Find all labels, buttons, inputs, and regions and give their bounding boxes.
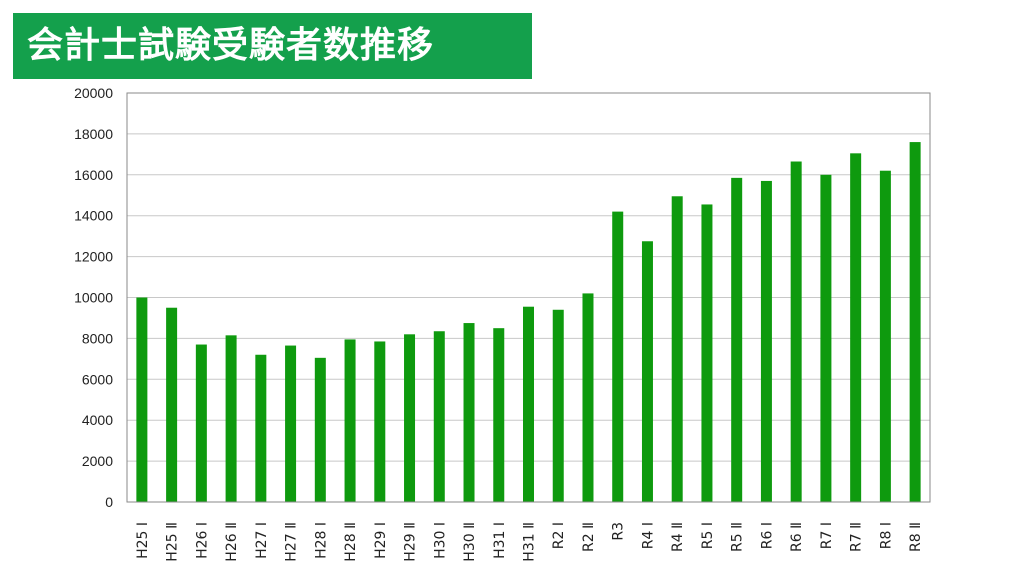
x-tick-label: R4 Ⅱ xyxy=(670,522,686,552)
x-tick-label: R2 Ⅰ xyxy=(551,522,567,549)
chart-title: 会計士試験受験者数推移 xyxy=(27,25,435,66)
x-tick-label: H30 Ⅰ xyxy=(432,522,448,559)
x-tick-label: R3 xyxy=(611,522,627,541)
y-tick-label: 10000 xyxy=(74,290,113,306)
x-tick-label: R7 Ⅱ xyxy=(849,522,865,552)
y-tick-label: 4000 xyxy=(82,412,113,428)
bar xyxy=(760,180,772,502)
y-axis-ticks: 0 2000 4000 6000 8000 10000 12000 14000 16000 180… xyxy=(74,85,113,510)
x-tick-label: H26 Ⅰ xyxy=(194,522,210,559)
x-tick-label: R7 Ⅰ xyxy=(819,522,835,549)
x-tick-label: R6 Ⅱ xyxy=(789,522,805,552)
bar xyxy=(850,153,862,502)
x-tick-label: R5 Ⅰ xyxy=(700,522,716,549)
x-tick-label: H25 Ⅰ xyxy=(135,522,151,559)
x-tick-label: R6 Ⅰ xyxy=(759,522,775,549)
bar xyxy=(166,307,178,502)
x-tick-label: H25 Ⅱ xyxy=(165,522,181,562)
bar xyxy=(909,142,921,502)
x-tick-label: R4 Ⅰ xyxy=(640,522,656,549)
y-tick-label: 0 xyxy=(105,494,113,510)
x-tick-label: H30 Ⅱ xyxy=(462,522,478,562)
y-tick-label: 20000 xyxy=(74,85,113,101)
x-tick-label: H29 Ⅱ xyxy=(403,522,419,562)
plot-frame xyxy=(126,92,931,503)
x-tick-label: R8 Ⅱ xyxy=(908,522,924,552)
x-tick-label: R5 Ⅱ xyxy=(730,522,746,552)
bar xyxy=(820,174,832,503)
bar xyxy=(225,335,237,502)
bar xyxy=(493,328,505,502)
y-tick-label: 2000 xyxy=(82,453,113,469)
x-tick-label: R2 Ⅱ xyxy=(581,522,597,552)
bar xyxy=(404,334,416,502)
title-banner: 会計士試験受験者数推移 xyxy=(13,13,532,79)
bar xyxy=(582,293,594,502)
bar xyxy=(701,204,713,502)
bar xyxy=(136,297,148,502)
x-tick-label: H28 Ⅱ xyxy=(343,522,359,562)
bar xyxy=(612,211,624,503)
x-tick-label: H29 Ⅰ xyxy=(373,522,389,559)
y-tick-label: 12000 xyxy=(74,249,113,265)
x-tick-label: R8 Ⅰ xyxy=(878,522,894,549)
bar xyxy=(255,354,267,502)
x-axis-ticks: H25 Ⅰ H25 Ⅱ H26 Ⅰ H26 Ⅱ H27 Ⅰ H27 Ⅱ H28 Ⅰ H28 Ⅱ… xyxy=(135,522,924,562)
x-tick-label: H27 Ⅱ xyxy=(284,522,300,562)
bars xyxy=(136,142,921,503)
bar xyxy=(463,323,475,502)
x-tick-label: H31 Ⅰ xyxy=(492,522,508,559)
y-tick-label: 6000 xyxy=(82,371,113,387)
x-tick-label: H31 Ⅱ xyxy=(522,522,538,562)
bar xyxy=(641,241,653,502)
x-tick-label: H26 Ⅱ xyxy=(224,522,240,562)
bar xyxy=(433,331,445,502)
y-tick-label: 8000 xyxy=(82,330,113,346)
y-tick-label: 16000 xyxy=(74,167,113,183)
bar xyxy=(671,196,683,502)
bar xyxy=(523,306,534,502)
bar xyxy=(879,170,891,502)
bar xyxy=(314,357,326,502)
x-tick-label: H27 Ⅰ xyxy=(254,522,270,559)
bar xyxy=(731,177,743,502)
bar xyxy=(285,345,297,502)
y-tick-label: 14000 xyxy=(74,208,113,224)
bar xyxy=(552,309,564,502)
bar xyxy=(790,161,802,502)
y-tick-label: 18000 xyxy=(74,126,113,142)
bar xyxy=(344,339,356,502)
bar xyxy=(195,344,207,502)
x-tick-label: H28 Ⅰ xyxy=(313,522,329,559)
bar xyxy=(374,341,386,502)
